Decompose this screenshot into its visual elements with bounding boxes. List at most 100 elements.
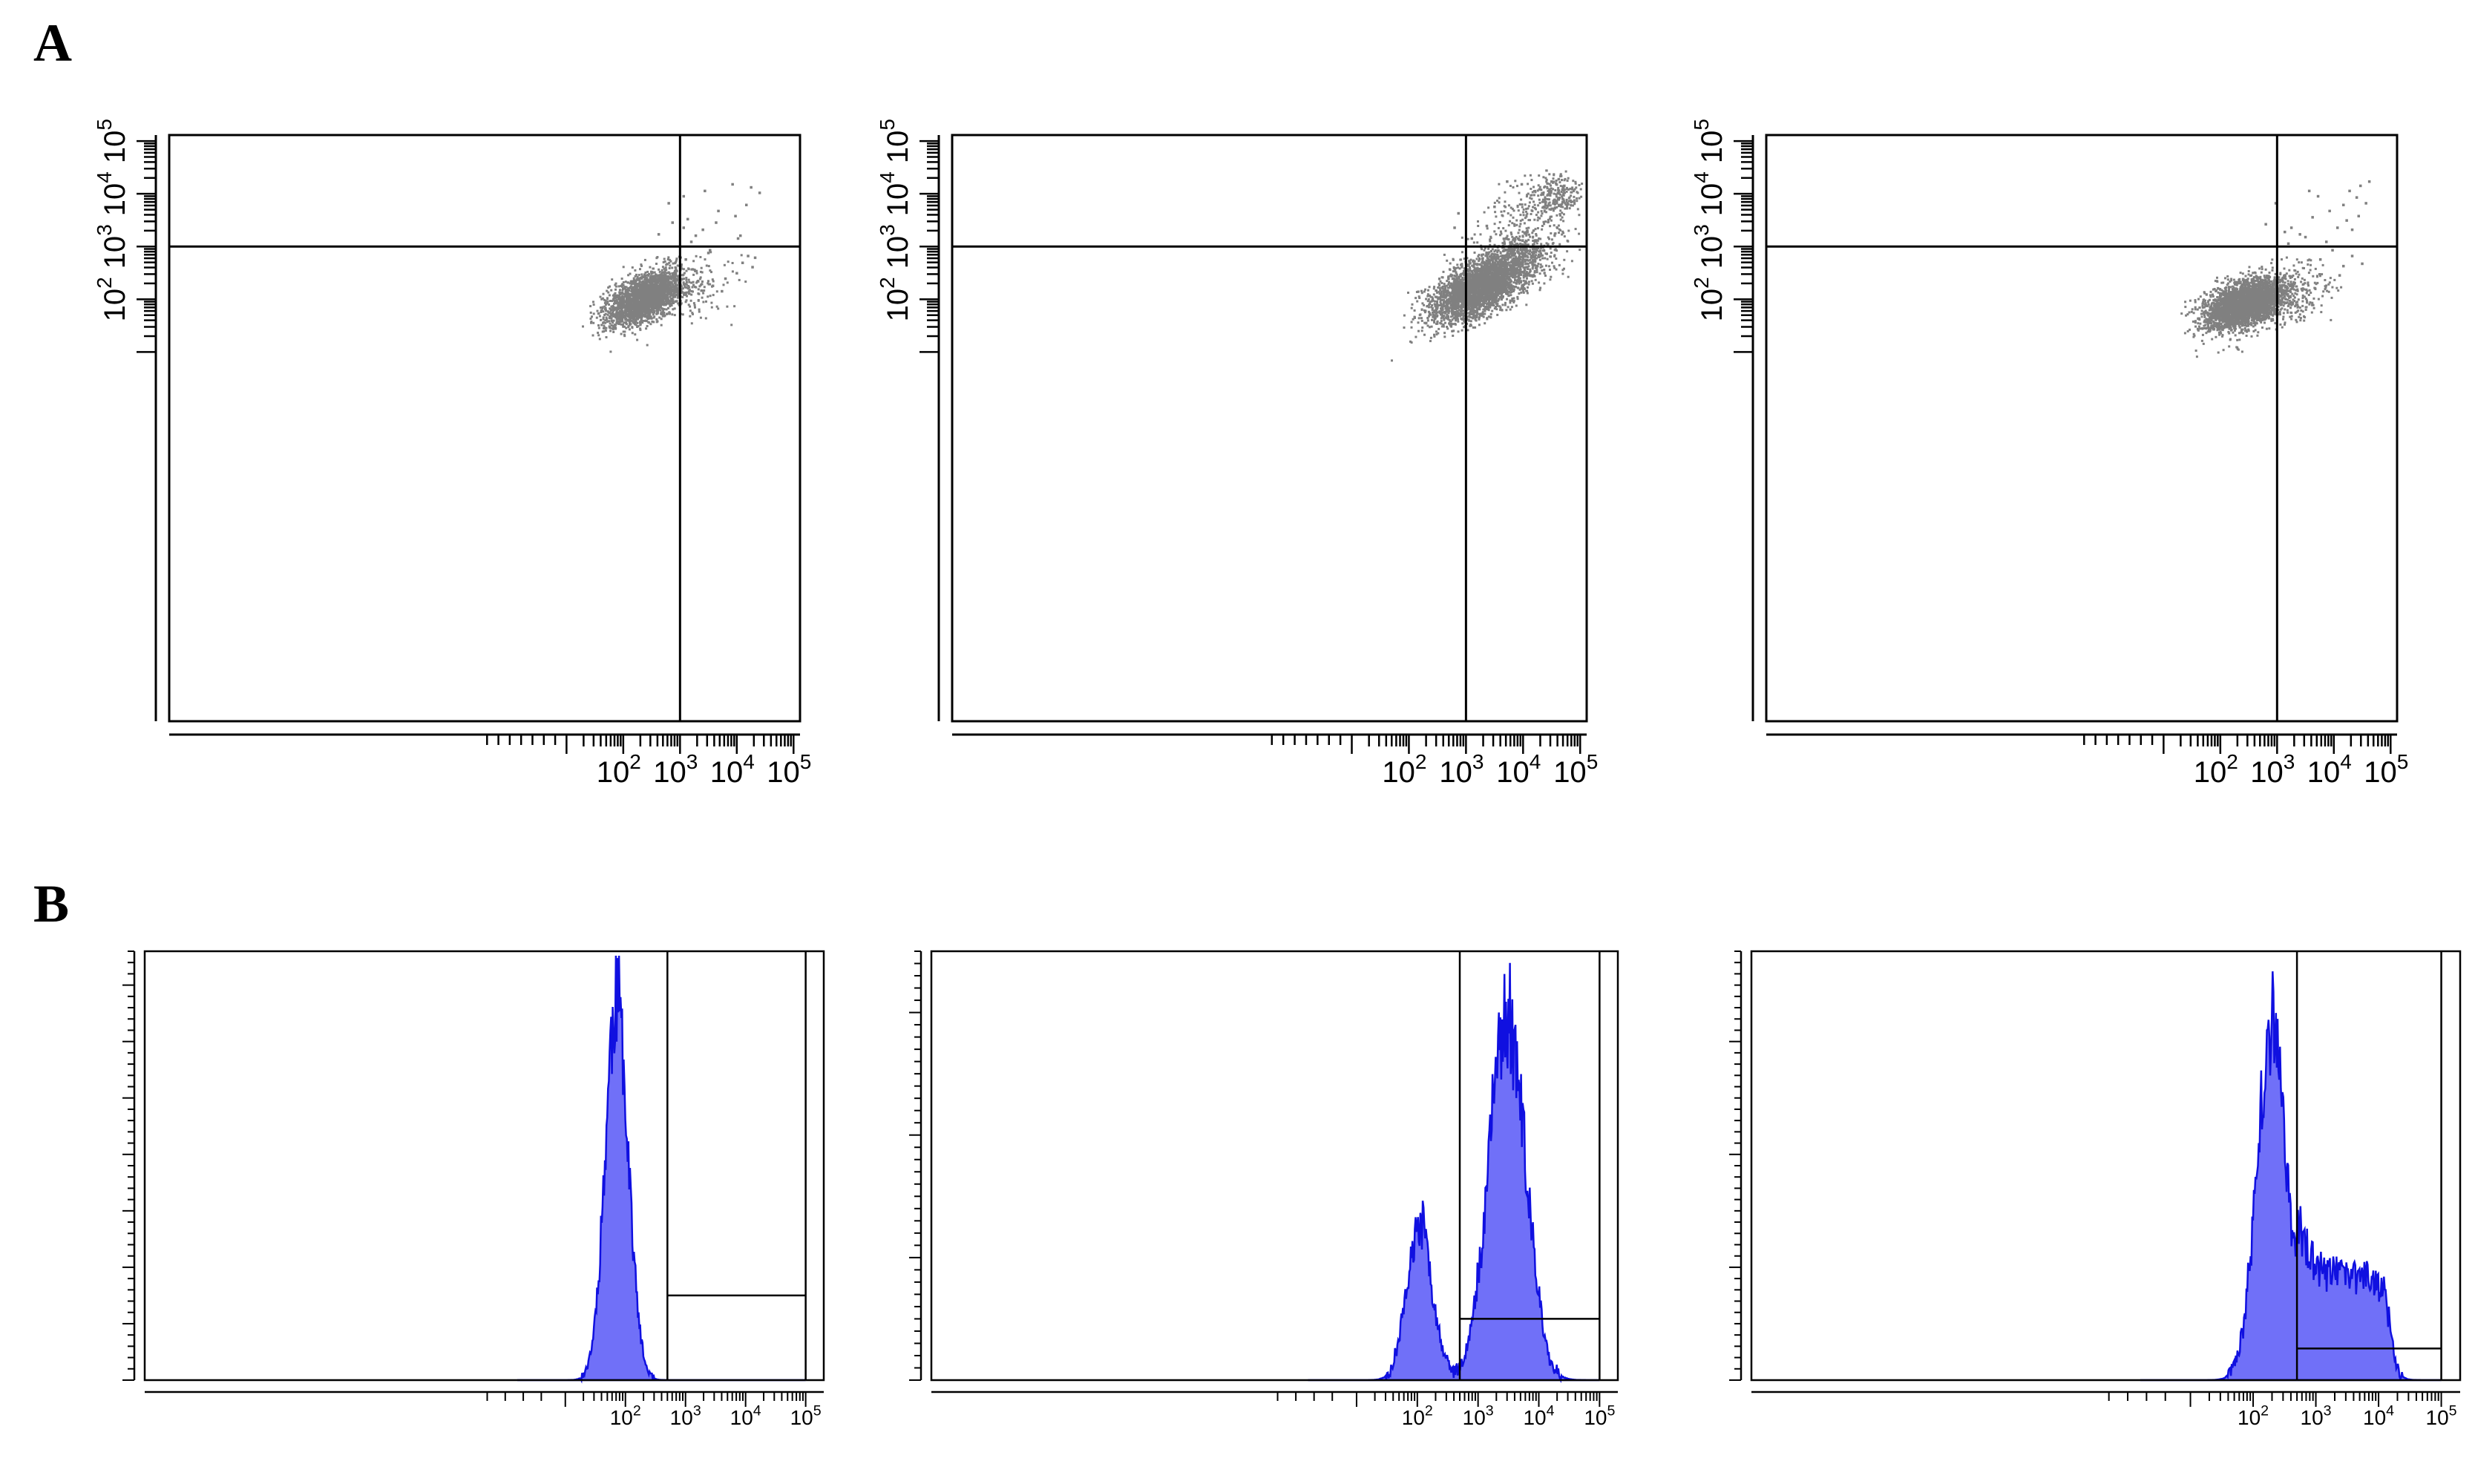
event-dot	[654, 292, 657, 295]
event-dot	[624, 280, 627, 283]
event-dot	[650, 294, 653, 297]
event-dot	[1457, 330, 1460, 333]
event-dot	[651, 298, 653, 301]
event-dot	[1492, 303, 1495, 306]
event-dot	[661, 275, 664, 278]
event-dot	[1440, 325, 1443, 328]
event-dot	[668, 261, 671, 264]
event-dot	[1499, 306, 1502, 309]
event-dot	[707, 282, 709, 285]
event-dot	[1455, 278, 1458, 281]
event-dot	[638, 301, 641, 304]
event-dot	[709, 269, 712, 272]
event-dot	[652, 321, 655, 324]
event-dot	[604, 308, 607, 311]
event-dot	[667, 300, 670, 303]
event-dot	[666, 286, 669, 288]
event-dot	[609, 329, 612, 332]
event-dot	[635, 284, 637, 287]
event-dot	[649, 292, 652, 295]
event-dot	[1438, 290, 1440, 293]
event-dot	[685, 269, 688, 272]
event-dot	[674, 266, 677, 269]
event-dot	[659, 278, 662, 280]
event-dot	[633, 279, 635, 282]
event-dot	[652, 267, 655, 270]
event-dot	[633, 288, 636, 291]
event-dot	[622, 312, 625, 315]
event-dot	[602, 316, 605, 319]
y-tick-label-1e3-text: 103	[93, 224, 131, 269]
event-dot	[1451, 330, 1454, 332]
event-dot	[1471, 272, 1474, 275]
event-dot	[717, 209, 720, 213]
event-dot	[671, 313, 674, 316]
event-dot	[646, 309, 649, 312]
event-dot	[612, 326, 614, 329]
event-dot	[621, 289, 624, 292]
event-dot	[669, 295, 672, 298]
event-dot	[644, 312, 647, 315]
event-dot	[660, 298, 663, 301]
event-dot	[605, 303, 607, 306]
event-dot	[1411, 303, 1414, 306]
event-dot	[667, 306, 669, 309]
x-tick-label-1e4-text: 104	[710, 750, 755, 789]
event-dot	[676, 296, 679, 299]
event-dot	[644, 288, 647, 291]
event-dot	[629, 308, 632, 311]
event-dot	[1446, 259, 1449, 262]
event-dot	[707, 280, 709, 283]
event-dot	[710, 271, 712, 274]
event-dot	[666, 291, 669, 294]
event-dot	[637, 274, 640, 276]
event-dot	[652, 309, 655, 311]
event-dot	[643, 258, 646, 261]
event-dot	[635, 292, 637, 295]
event-dot	[649, 266, 652, 269]
event-dot	[632, 296, 635, 299]
event-dot	[661, 266, 664, 269]
event-dot	[1469, 273, 1472, 276]
event-dot	[617, 301, 620, 304]
event-dot	[715, 305, 718, 308]
y-tick-label-1e2-base: 10	[99, 289, 131, 322]
event-dot	[1481, 300, 1484, 303]
event-dot	[623, 330, 626, 333]
event-dot	[685, 291, 688, 294]
event-dot	[1438, 310, 1441, 313]
event-dot	[1457, 303, 1460, 305]
event-dot	[612, 308, 614, 311]
event-dot	[607, 286, 610, 289]
event-dot	[1484, 306, 1486, 309]
event-dot	[615, 321, 618, 324]
event-dot	[606, 301, 609, 303]
event-dot	[655, 263, 658, 265]
event-dot	[1495, 283, 1498, 286]
event-dot	[1474, 317, 1477, 320]
event-dot	[636, 326, 639, 328]
event-dot	[675, 257, 678, 260]
event-dot	[635, 319, 637, 322]
event-dot	[711, 278, 714, 281]
event-dot	[1478, 314, 1481, 317]
event-dot	[670, 282, 673, 285]
event-dot	[1504, 301, 1507, 304]
event-dot	[1471, 313, 1474, 315]
event-dot	[618, 289, 621, 292]
event-dot	[1442, 294, 1445, 297]
event-dot	[1467, 281, 1470, 284]
event-dot	[681, 267, 684, 270]
event-dot	[1509, 291, 1512, 294]
event-dot	[689, 305, 692, 308]
event-dot	[666, 277, 669, 280]
event-dot	[657, 281, 660, 284]
event-dot	[701, 289, 704, 292]
event-dot	[615, 314, 618, 317]
event-dot	[649, 275, 652, 278]
event-dot	[634, 320, 637, 323]
event-dot	[641, 280, 644, 283]
event-dot	[634, 269, 637, 272]
y-tick-label-1e5-exp: 5	[93, 119, 116, 131]
event-dot	[651, 311, 654, 314]
